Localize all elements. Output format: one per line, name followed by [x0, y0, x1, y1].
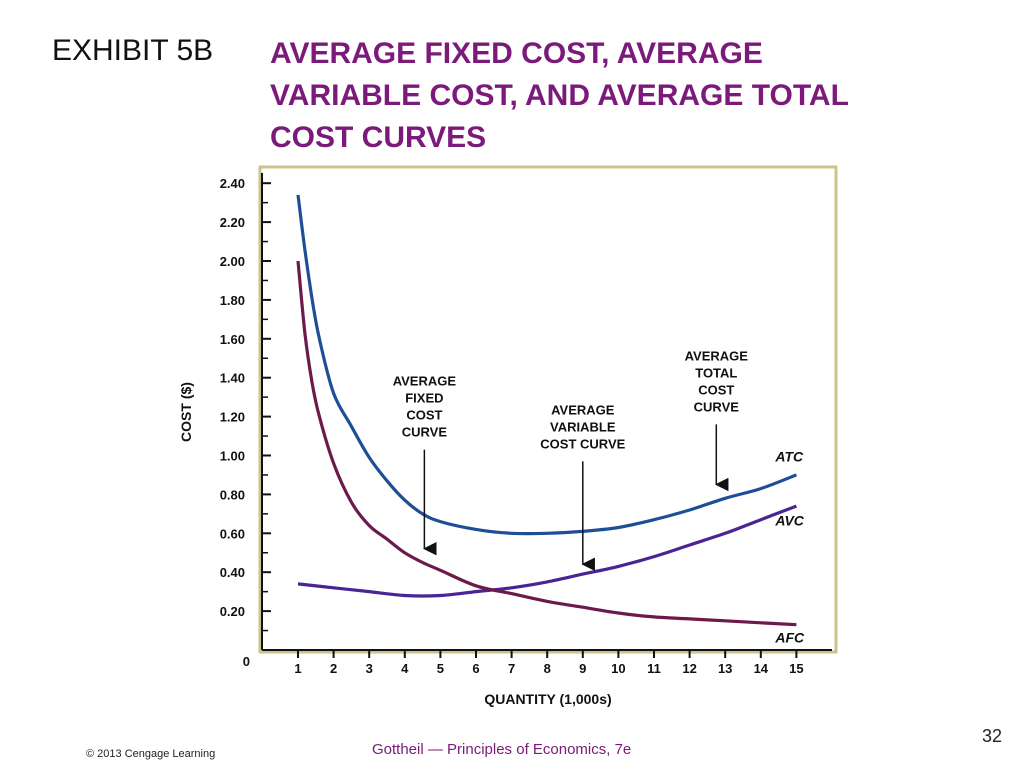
- x-tick-label: 1: [294, 661, 301, 676]
- axes: 0 0.20 0.40 0.60 0.80 1.00 1.20 1.40 1.60 1.80 2.0…: [220, 173, 832, 676]
- copyright-notice: © 2013 Cengage Learning: [86, 748, 216, 760]
- y-tick-label: 2.20: [220, 215, 245, 230]
- y-axis-label: COST ($): [178, 382, 194, 442]
- x-tick-label: 8: [544, 661, 551, 676]
- callout-text: VARIABLE: [550, 419, 616, 434]
- x-tick-label: 7: [508, 661, 515, 676]
- x-tick-label: 13: [718, 661, 732, 676]
- callouts: AVERAGE FIXED COST CURVE AVERAGE VARIABLE COST…: [393, 348, 749, 572]
- x-tick-label: 9: [579, 661, 586, 676]
- x-tick-label: 3: [366, 661, 373, 676]
- y-tick-label: 1.80: [220, 293, 245, 308]
- y-tick-label: 2.00: [220, 254, 245, 269]
- callout-text: COST: [406, 408, 442, 423]
- chart-frame: [258, 165, 838, 654]
- y-tick-label: 1.60: [220, 332, 245, 347]
- page-number: 32: [982, 726, 1003, 746]
- x-tick-label: 2: [330, 661, 337, 676]
- x-tick-label: 5: [437, 661, 444, 676]
- callout-text: AVERAGE: [685, 348, 749, 363]
- exhibit-title-line: COST CURVES: [270, 121, 487, 154]
- y-tick-label: 0.40: [220, 565, 245, 580]
- y-tick-label: 1.00: [220, 449, 245, 464]
- x-tick-label: 15: [789, 661, 803, 676]
- series-line-atc: [296, 194, 797, 536]
- exhibit-title-line: VARIABLE COST, AND AVERAGE TOTAL: [270, 79, 849, 112]
- series-line-avc: [297, 504, 797, 598]
- source-credit: Gottheil — Principles of Economics, 7e: [372, 741, 632, 758]
- x-tick-label: 6: [472, 661, 479, 676]
- callout-text: COST: [698, 382, 734, 397]
- x-axis-label: QUANTITY (1,000s): [484, 691, 611, 707]
- series-layer: ATC AVC AFC: [296, 194, 805, 645]
- exhibit-title: AVERAGE FIXED COST, AVERAGE VARIABLE COS…: [270, 33, 970, 159]
- callout-text: FIXED: [405, 391, 443, 406]
- y-tick-label: 0.20: [220, 604, 245, 619]
- exhibit-label: EXHIBIT 5B: [52, 34, 214, 67]
- series-label-afc: AFC: [774, 629, 805, 645]
- series-label-atc: ATC: [774, 448, 804, 464]
- callout-text: COST CURVE: [540, 436, 625, 451]
- y-tick-label: 0.80: [220, 487, 245, 502]
- callout-text: TOTAL: [695, 365, 737, 380]
- series-line-afc: [296, 260, 797, 627]
- y-tick-label: 1.40: [220, 371, 245, 386]
- x-tick-label: 11: [647, 661, 661, 676]
- callout-text: CURVE: [402, 425, 448, 440]
- y-tick-label: 0.60: [220, 526, 245, 541]
- callout-text: AVERAGE: [393, 374, 457, 389]
- y-tick-label: 0: [243, 654, 250, 669]
- x-tick-label: 12: [682, 661, 696, 676]
- y-tick-label: 2.40: [220, 176, 245, 191]
- x-tick-label: 4: [401, 661, 409, 676]
- y-tick-label: 1.20: [220, 410, 245, 425]
- x-tick-label: 14: [754, 661, 769, 676]
- exhibit-title-line: AVERAGE FIXED COST, AVERAGE: [270, 37, 763, 70]
- callout-text: CURVE: [694, 399, 740, 414]
- series-label-avc: AVC: [774, 513, 804, 529]
- callout-text: AVERAGE: [551, 402, 615, 417]
- x-tick-label: 10: [611, 661, 625, 676]
